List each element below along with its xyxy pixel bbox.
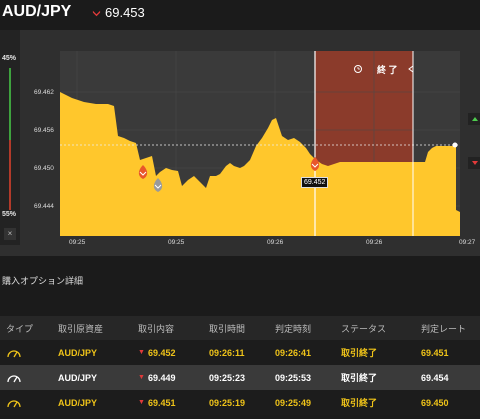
table-row[interactable]: AUD/JPY ▼ 69.449 09:25:23 09:25:53 取引終了 6… xyxy=(0,365,480,390)
clock-icon xyxy=(354,65,362,73)
row-content-rate: 69.449 xyxy=(147,372,176,383)
section-title: 購入オプション詳細 xyxy=(2,276,84,286)
x-tick: 09:25 xyxy=(168,239,185,246)
y-tick: 69.450 xyxy=(34,165,54,172)
header-type: タイプ xyxy=(6,323,34,334)
y-tick: 69.456 xyxy=(34,127,54,134)
header-judge-rate: 判定レート xyxy=(421,323,467,334)
row-asset: AUD/JPY xyxy=(58,372,98,383)
x-tick: 09:25 xyxy=(69,239,86,246)
current-rate: 69.453 xyxy=(105,5,145,20)
y-axis: 69.462 69.456 69.450 69.444 xyxy=(34,89,54,210)
price-tooltip: 69.452 xyxy=(301,177,329,188)
row-judge-rate: 69.450 xyxy=(421,397,449,408)
x-tick: 09:26 xyxy=(366,239,383,246)
row-content: ▼ 69.451 xyxy=(132,398,203,408)
gauge-icon xyxy=(0,373,52,383)
row-content-rate: 69.452 xyxy=(147,347,176,358)
x-tick: 09:27 xyxy=(459,239,476,246)
table-row[interactable]: AUD/JPY ▼ 69.452 09:26:11 09:26:41 取引終了 6… xyxy=(0,340,480,365)
chevron-left-icon[interactable] xyxy=(408,65,414,73)
down-arrow-icon xyxy=(92,10,101,17)
down-arrow-icon[interactable] xyxy=(468,157,480,169)
down-arrow-icon: ▼ xyxy=(138,399,145,406)
gauge-bottom-percent: 55% xyxy=(2,211,17,218)
row-judge-time: 09:25:53 xyxy=(275,372,312,383)
up-arrow-icon[interactable] xyxy=(468,113,480,125)
header-judge-time: 判定時刻 xyxy=(275,323,312,334)
price-chart: 69.462 69.456 69.450 69.444 09:25 09:25 … xyxy=(34,51,480,246)
table-header: タイプ 取引原資産 取引内容 取引時間 判定時刻 ステータス 判定レート xyxy=(0,316,480,340)
row-trade-time: 09:25:23 xyxy=(209,372,246,383)
options-table: タイプ 取引原資産 取引内容 取引時間 判定時刻 ステータス 判定レート AUD… xyxy=(0,316,480,415)
y-tick: 69.444 xyxy=(34,203,54,210)
row-trade-time: 09:26:11 xyxy=(209,347,245,358)
row-judge-rate: 69.451 xyxy=(421,347,449,358)
row-judge-rate: 69.454 xyxy=(421,372,449,383)
current-rate-dot xyxy=(452,142,458,148)
row-status: 取引終了 xyxy=(341,348,378,358)
row-content: ▼ 69.452 xyxy=(132,348,203,358)
expiry-label: 終 了 xyxy=(377,65,398,75)
gauge-icon xyxy=(0,348,52,358)
entry-marker-grey[interactable] xyxy=(153,178,163,192)
close-icon[interactable]: × xyxy=(4,228,16,240)
table-row[interactable]: AUD/JPY ▼ 69.451 09:25:19 09:25:49 取引終了 6… xyxy=(0,390,480,415)
row-asset: AUD/JPY xyxy=(58,347,98,358)
row-content: ▼ 69.449 xyxy=(132,373,203,383)
row-status: 取引終了 xyxy=(341,373,378,383)
header-content: 取引内容 xyxy=(138,323,175,334)
y-tick: 69.462 xyxy=(34,89,54,96)
section-divider xyxy=(0,256,480,262)
gauge-bars xyxy=(9,68,11,210)
row-asset: AUD/JPY xyxy=(58,397,98,408)
gauge-top-percent: 45% xyxy=(2,55,17,62)
price-area xyxy=(60,92,460,236)
row-judge-time: 09:25:49 xyxy=(275,397,312,408)
header-trade-time: 取引時間 xyxy=(209,323,246,334)
down-arrow-icon: ▼ xyxy=(138,349,145,356)
header-asset: 取引原資産 xyxy=(58,323,104,334)
down-arrow-icon: ▼ xyxy=(138,374,145,381)
currency-pair: AUD/JPY xyxy=(2,3,72,20)
row-content-rate: 69.451 xyxy=(147,397,176,408)
x-axis: 09:25 09:25 09:26 09:26 09:27 xyxy=(69,239,476,246)
header: AUD/JPY 69.453 xyxy=(0,0,480,30)
row-trade-time: 09:25:19 xyxy=(209,397,246,408)
entry-marker-red[interactable] xyxy=(138,165,148,179)
header-status: ステータス xyxy=(341,323,387,334)
gauge-icon xyxy=(0,398,52,408)
x-tick: 09:26 xyxy=(267,239,284,246)
sentiment-gauge xyxy=(0,30,20,245)
row-status: 取引終了 xyxy=(341,398,378,408)
entry-marker-active[interactable] xyxy=(310,157,320,171)
row-judge-time: 09:26:41 xyxy=(275,347,312,358)
